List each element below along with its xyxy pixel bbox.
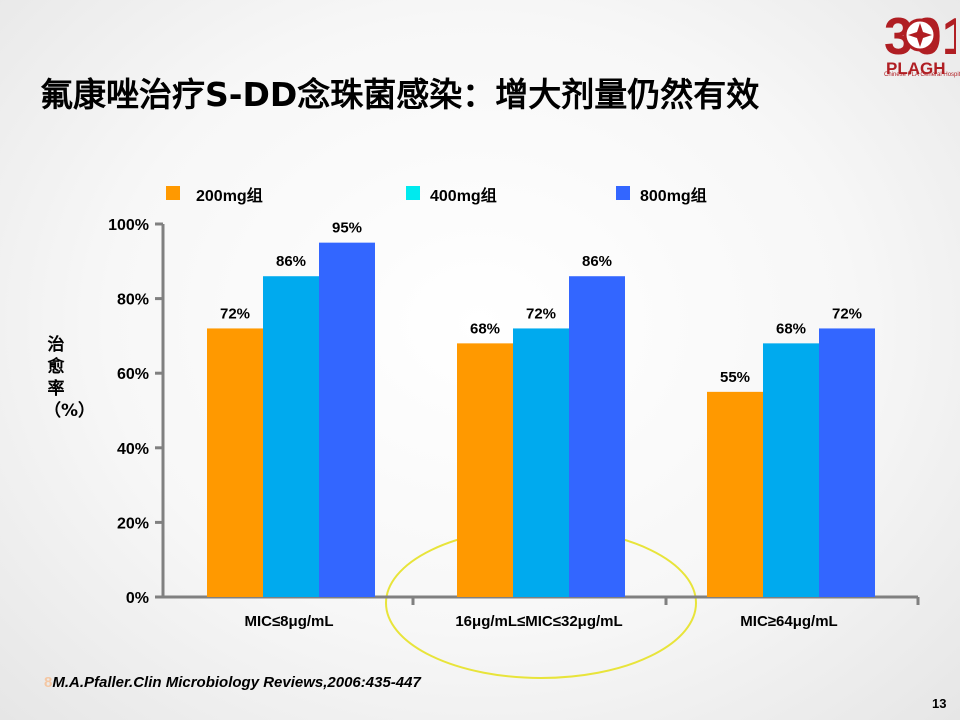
logo-org: Chinese PLA General Hospital <box>884 72 960 78</box>
page-number: 13 <box>932 696 947 711</box>
bar <box>763 343 819 597</box>
bar <box>819 328 875 597</box>
x-tick-label: 16μg/mL≤MIC≤32μg/mL <box>455 613 622 630</box>
data-label: 55% <box>720 369 750 386</box>
bar <box>263 276 319 597</box>
data-label: 72% <box>220 305 250 322</box>
bar <box>457 343 513 597</box>
logo-sub: PLAGH <box>886 59 946 78</box>
y-tick-label: 40% <box>117 441 149 458</box>
bar <box>513 328 569 597</box>
data-label: 72% <box>832 305 862 322</box>
legend-swatch-800mg <box>616 186 630 200</box>
data-label: 68% <box>470 320 500 337</box>
citation: 8M.A.Pfaller.Clin Microbiology Reviews,2… <box>44 674 421 691</box>
bar <box>319 242 375 597</box>
y-tick-label: 20% <box>117 515 149 532</box>
legend-label-400mg: 400mg组 <box>430 188 497 205</box>
data-label: 95% <box>332 220 362 237</box>
bar <box>707 391 763 597</box>
y-tick-label: 100% <box>108 217 149 234</box>
hospital-logo: 301 PLAGH <box>884 8 956 78</box>
logo-star-icon <box>908 23 932 47</box>
legend-label-200mg: 200mg组 <box>196 188 263 205</box>
slide-title: 氟康唑治疗S-DD念珠菌感染：增大剂量仍然有效 <box>40 75 760 114</box>
legend-swatch-200mg <box>166 186 180 200</box>
x-tick-label: MIC≤8μg/mL <box>244 613 333 630</box>
citation-text: M.A.Pfaller.Clin Microbiology Reviews,20… <box>52 674 421 691</box>
y-tick-label: 0% <box>126 590 149 607</box>
data-label: 72% <box>526 305 556 322</box>
bar <box>569 276 625 597</box>
bar <box>207 328 263 597</box>
citation-mark: 8 <box>44 674 53 691</box>
y-tick-label: 80% <box>117 292 149 309</box>
legend-label-800mg: 800mg组 <box>640 188 707 205</box>
legend-swatch-400mg <box>406 186 420 200</box>
y-tick-label: 60% <box>117 366 149 383</box>
x-tick-label: MIC≥64μg/mL <box>740 613 837 630</box>
data-label: 86% <box>276 253 306 270</box>
data-label: 68% <box>776 320 806 337</box>
data-label: 86% <box>582 253 612 270</box>
